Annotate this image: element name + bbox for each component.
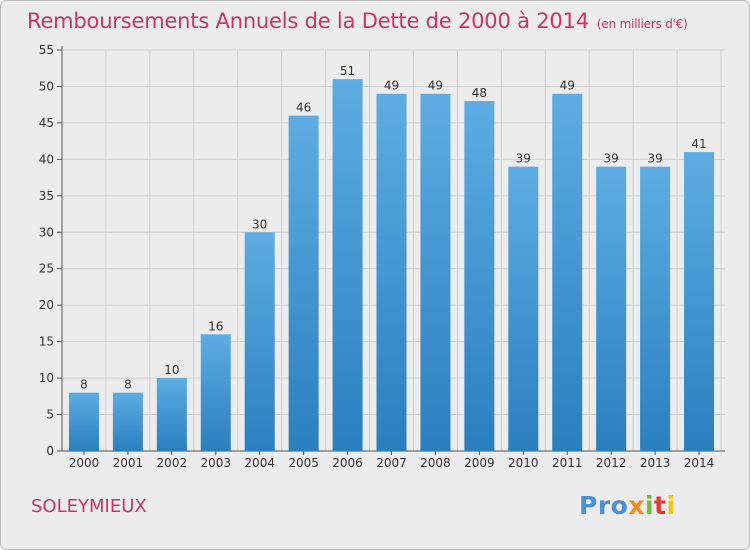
logo-part-5: i [666, 491, 676, 520]
x-tick-label-2004: 2004 [244, 456, 275, 470]
y-tick-label: 30 [39, 225, 54, 239]
data-label-2000: 8 [80, 378, 88, 392]
x-tick-label-2014: 2014 [684, 456, 715, 470]
commune-name: SOLEYMIEUX [31, 496, 147, 517]
logo-part-2: x [628, 491, 645, 520]
x-tick-label-2005: 2005 [288, 456, 319, 470]
x-tick-label-2002: 2002 [157, 456, 188, 470]
bar-2006[interactable] [332, 79, 363, 451]
data-label-2005: 46 [296, 101, 311, 115]
x-tick-label-2009: 2009 [464, 456, 495, 470]
data-label-2012: 39 [604, 152, 619, 166]
bar-2003[interactable] [200, 334, 231, 451]
bar-2011[interactable] [552, 93, 583, 451]
bar-2012[interactable] [596, 166, 627, 451]
chart-unit: (en milliers d'€) [596, 17, 688, 31]
data-label-2009: 48 [472, 86, 487, 100]
bar-2000[interactable] [68, 392, 99, 451]
bar-2002[interactable] [156, 378, 187, 451]
y-tick-label: 15 [39, 335, 54, 349]
data-label-2008: 49 [428, 79, 443, 93]
chart-title: Remboursements Annuels de la Dette de 20… [27, 9, 688, 33]
proxiti-logo[interactable]: Proxiti [579, 491, 676, 520]
bar-2010[interactable] [508, 166, 539, 451]
chart-title-text: Remboursements Annuels de la Dette de 20… [27, 9, 589, 33]
data-label-2014: 41 [691, 137, 706, 151]
data-label-2001: 8 [124, 378, 132, 392]
data-label-2013: 39 [647, 152, 662, 166]
x-tick-label-2008: 2008 [420, 456, 451, 470]
data-label-2006: 51 [340, 64, 355, 78]
data-label-2010: 39 [516, 152, 531, 166]
bar-2005[interactable] [288, 115, 319, 452]
logo-part-3: i [644, 491, 655, 520]
bar-2007[interactable] [376, 93, 407, 451]
x-tick-label-2011: 2011 [552, 456, 583, 470]
data-label-2003: 16 [208, 319, 223, 333]
y-tick-label: 5 [46, 408, 54, 422]
bar-2014[interactable] [684, 152, 715, 451]
data-label-2004: 30 [252, 217, 267, 231]
x-tick-label-2000: 2000 [69, 456, 100, 470]
x-tick-label-2006: 2006 [332, 456, 363, 470]
y-tick-label: 50 [39, 79, 54, 93]
y-tick-label: 10 [39, 371, 54, 385]
bar-2013[interactable] [640, 166, 671, 451]
y-tick-label: 20 [39, 298, 54, 312]
x-tick-label-2001: 2001 [113, 456, 144, 470]
y-tick-label: 45 [39, 116, 54, 130]
data-label-2002: 10 [164, 363, 179, 377]
y-tick-label: 25 [39, 262, 54, 276]
data-label-2011: 49 [560, 79, 575, 93]
logo-part-1: Pro [579, 491, 629, 520]
x-tick-label-2010: 2010 [508, 456, 539, 470]
data-label-2007: 49 [384, 79, 399, 93]
bar-2004[interactable] [244, 232, 275, 451]
y-tick-label: 55 [39, 43, 54, 57]
y-tick-label: 35 [39, 189, 54, 203]
bar-2008[interactable] [420, 93, 451, 451]
bar-2009[interactable] [464, 101, 495, 451]
logo-part-4: t [654, 491, 667, 520]
x-tick-label-2013: 2013 [640, 456, 671, 470]
y-tick-label: 40 [39, 152, 54, 166]
x-tick-label-2003: 2003 [200, 456, 231, 470]
y-tick-label: 0 [46, 444, 54, 458]
bar-2001[interactable] [112, 392, 143, 451]
x-tick-label-2007: 2007 [376, 456, 407, 470]
x-tick-label-2012: 2012 [596, 456, 627, 470]
